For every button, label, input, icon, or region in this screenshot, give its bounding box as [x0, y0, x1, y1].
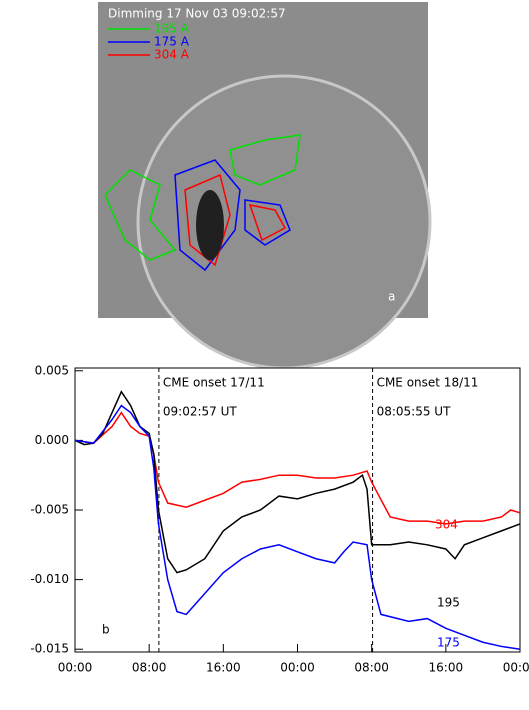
y-tick-label: -0.005 — [30, 503, 69, 517]
series-line — [74, 411, 521, 525]
annotation: CME onset 17/11 — [163, 376, 265, 390]
series-line — [74, 390, 521, 574]
x-tick-label: 00:00 — [503, 661, 529, 675]
solar-disc — [136, 74, 432, 370]
x-tick-label: 00:00 — [280, 661, 315, 675]
series-label: 195 — [437, 596, 460, 610]
annotation: 08:05:55 UT — [377, 405, 451, 419]
annotation: 09:02:57 UT — [163, 405, 237, 419]
x-tick-label: 08:00 — [354, 661, 389, 675]
x-tick-label: 16:00 — [206, 661, 241, 675]
x-tick-label: 00:00 — [58, 661, 93, 675]
series-label: 175 — [437, 636, 460, 650]
x-tick-label: 16:00 — [429, 661, 464, 675]
dark-region — [196, 190, 224, 260]
legend-label: 195 A — [154, 22, 190, 36]
y-tick-label: -0.015 — [30, 642, 69, 656]
y-tick-label: 0.000 — [35, 433, 69, 447]
x-tick-label: 08:00 — [132, 661, 167, 675]
panel-label: b — [102, 623, 110, 637]
legend-label: 304 A — [154, 48, 190, 62]
series-line — [74, 404, 521, 650]
annotation: CME onset 18/11 — [377, 376, 479, 390]
panel-label: a — [388, 290, 395, 304]
series-label: 304 — [435, 518, 458, 532]
legend-label: 175 A — [154, 35, 190, 49]
y-tick-label: 0.005 — [35, 363, 69, 377]
y-tick-label: -0.010 — [30, 572, 69, 586]
plot-frame — [74, 367, 521, 653]
image-title: Dimming 17 Nov 03 09:02:57 — [108, 7, 286, 21]
